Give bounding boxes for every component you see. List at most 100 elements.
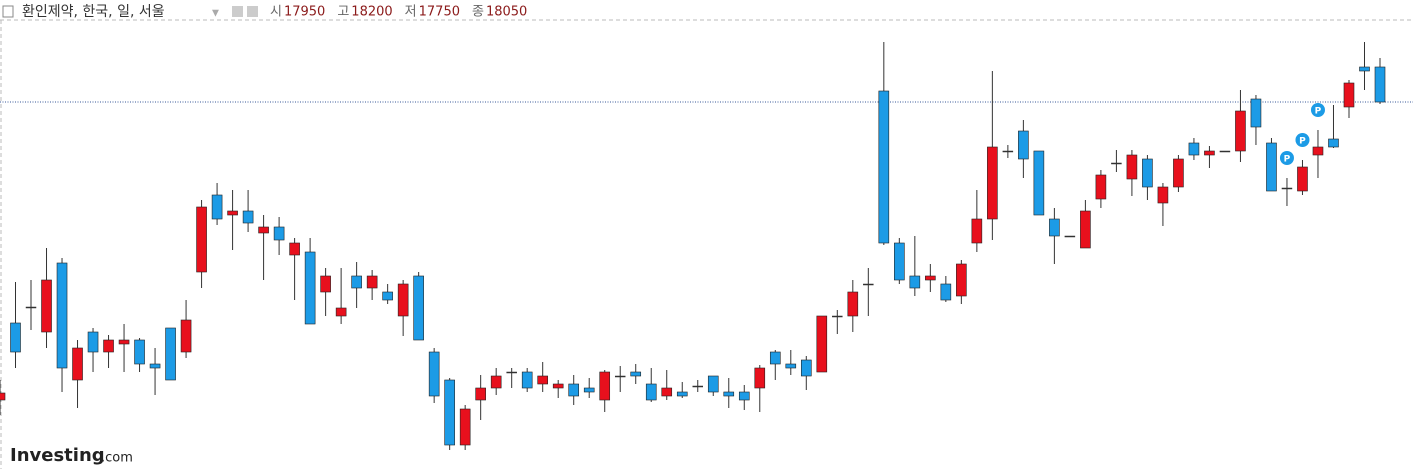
candle-body [1250, 98, 1262, 128]
candle-body [211, 194, 223, 220]
dropdown-arrow[interactable]: ▼ [212, 9, 219, 19]
candle-body [1266, 142, 1277, 192]
ohlc-value: 17950 [284, 5, 325, 20]
candle-body [1297, 166, 1308, 192]
candle-body [568, 383, 580, 397]
candle-body [227, 210, 238, 216]
candle-body [863, 283, 874, 286]
candle-body [180, 319, 192, 353]
candle-body [1126, 154, 1138, 180]
candle-body [56, 262, 68, 369]
candle-body [459, 408, 471, 446]
candle-body [428, 351, 440, 397]
candle-body [351, 275, 362, 289]
candle-body [1328, 138, 1339, 148]
candle-body [956, 263, 967, 297]
candle-body [335, 307, 347, 317]
candle-body [1064, 235, 1076, 238]
ohlc-label: 고 [337, 5, 349, 20]
candle-body [552, 383, 564, 389]
menu-icon[interactable] [2, 5, 14, 18]
candle-body [413, 275, 424, 341]
candle-body [1173, 158, 1184, 188]
settings-icon[interactable] [232, 6, 243, 17]
candle-body [1312, 146, 1324, 156]
candle-body [1111, 162, 1122, 165]
candle-body [41, 279, 52, 333]
candle-body [754, 367, 766, 389]
candle-body [1281, 187, 1293, 190]
candle-body [149, 363, 161, 369]
ohlc-value: 18050 [486, 5, 527, 20]
candle-body [118, 339, 130, 345]
candle-body [800, 359, 812, 377]
candle-body [366, 275, 378, 289]
candle-body [1018, 130, 1029, 160]
candle-body [614, 375, 626, 378]
candle-body [599, 371, 611, 401]
candle-body [103, 339, 114, 353]
candle-body [1374, 66, 1386, 103]
candle-body [475, 387, 486, 401]
candle-body [1002, 150, 1014, 153]
event-label: P [1299, 137, 1306, 147]
ohlc-label: 저 [405, 5, 417, 20]
candle-body [397, 283, 409, 317]
candle-body [1033, 150, 1045, 216]
ohlc-label: 시 [270, 5, 282, 20]
candle-body [676, 391, 688, 397]
candle-body [289, 242, 300, 256]
plot: PPP [0, 42, 1413, 450]
candle-body [987, 146, 998, 220]
candle-body [521, 371, 533, 389]
candle-body [1049, 218, 1060, 237]
chart-title: 환인제약, 한국, 일, 서울 [22, 4, 165, 20]
candle-body [909, 275, 921, 289]
candle-body [723, 391, 735, 397]
candle-body [1219, 150, 1231, 153]
candle-body [10, 322, 21, 353]
candle-body [258, 226, 269, 234]
event-marker[interactable] [1279, 151, 1294, 165]
candle-body [971, 218, 983, 244]
candle-body [847, 291, 859, 317]
candle-body [134, 339, 145, 365]
candle-body [816, 315, 828, 373]
candle-body [1343, 82, 1355, 108]
candle-body [382, 291, 393, 301]
candle-body [769, 351, 781, 365]
candle-body [304, 251, 316, 325]
candle-body [1235, 110, 1246, 152]
candle-body [0, 392, 6, 401]
event-marker[interactable] [1295, 133, 1310, 147]
event-marker[interactable] [1310, 103, 1325, 117]
logo: Investing [10, 445, 105, 466]
candle-body [583, 387, 595, 393]
candle-body [1188, 142, 1200, 156]
candle-body [444, 379, 455, 446]
candle-body [490, 375, 502, 389]
close-icon[interactable] [247, 6, 258, 17]
candle-body [707, 375, 719, 393]
candle-body [242, 210, 254, 224]
candle-body [165, 327, 176, 381]
candle-body [1095, 174, 1107, 200]
candle-body [87, 331, 99, 353]
candle-body [645, 383, 657, 401]
logo-suffix: .com [101, 451, 133, 466]
ohlc-value: 18200 [351, 5, 392, 20]
candle-body [1157, 186, 1169, 204]
candle-body [537, 375, 548, 385]
candle-body [25, 306, 37, 309]
candle-body [878, 90, 890, 244]
candle-body [320, 275, 331, 293]
candle-body [1204, 150, 1215, 156]
candle-body [738, 391, 750, 401]
candle-body [940, 283, 952, 301]
ohlc-value: 17750 [419, 5, 460, 20]
candle-body [630, 371, 642, 377]
candle-body [692, 385, 704, 388]
candle-body [196, 206, 207, 273]
candle-body [785, 363, 797, 369]
